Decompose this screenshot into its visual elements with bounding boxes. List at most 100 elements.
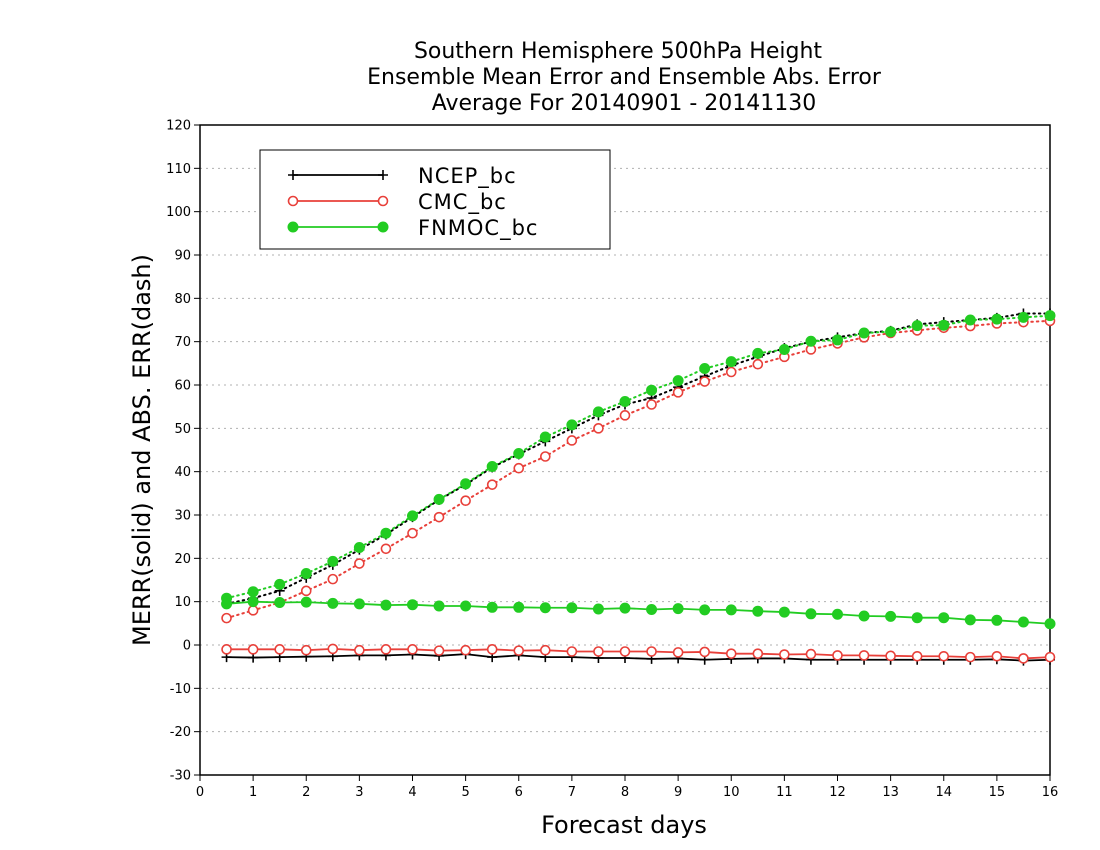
series-cmc-bc-mean-error-point bbox=[1044, 651, 1056, 663]
series-fnmoc-bc-abs-error-point bbox=[513, 447, 525, 459]
legend-item-fnmoc-bc: FNMOC_bc bbox=[287, 216, 538, 241]
chart-title-line-1: Southern Hemisphere 500hPa Height bbox=[414, 39, 822, 64]
series-fnmoc-bc-abs-error-point bbox=[832, 334, 843, 346]
series-cmc-bc-abs-error-point bbox=[725, 366, 737, 378]
x-tick-label: 16 bbox=[1042, 785, 1059, 800]
series-fnmoc-bc-mean-error-point bbox=[247, 596, 259, 608]
series-cmc-bc-abs-error-point bbox=[433, 511, 445, 523]
series-cmc-bc-mean-error-point bbox=[938, 650, 950, 662]
series-cmc-bc-mean-error-point bbox=[1018, 653, 1029, 664]
series-fnmoc-bc-mean-error-point bbox=[407, 599, 418, 611]
series-cmc-bc-mean-error-point bbox=[433, 645, 445, 656]
series-cmc-bc-abs-error-point bbox=[619, 410, 631, 421]
series-ncep-bc-abs-error-line bbox=[225, 312, 1051, 605]
legend-label: CMC_bc bbox=[418, 190, 507, 215]
x-tick-label: 7 bbox=[568, 785, 576, 800]
series-cmc-bc-mean-error-point bbox=[327, 643, 339, 655]
series-cmc-bc-mean-error-point bbox=[965, 651, 976, 663]
x-axis-ticks: 0 1 2 3 4 5 6 7 8 9 10 11 12 13 14 15 16 bbox=[196, 775, 1058, 800]
series-fnmoc-bc-abs-error-point bbox=[885, 326, 897, 338]
series-cmc-bc-abs-error-point bbox=[540, 451, 551, 462]
series-cmc-bc-mean-error-point bbox=[380, 644, 392, 655]
series-cmc-bc-mean-error-point bbox=[593, 646, 604, 657]
legend-marker bbox=[377, 195, 389, 207]
series-fnmoc-bc-mean-error-point bbox=[832, 608, 843, 620]
y-tick-label: 20 bbox=[174, 552, 191, 567]
y-tick-label: 60 bbox=[174, 379, 191, 394]
series-cmc-bc-abs-error-point bbox=[593, 423, 604, 434]
y-tick-label: 50 bbox=[174, 422, 191, 437]
series-fnmoc-bc-abs-error-point bbox=[274, 578, 286, 590]
series-fnmoc-bc-abs-error-point bbox=[486, 460, 498, 472]
x-tick-label: 13 bbox=[882, 785, 899, 800]
series-cmc-bc-abs-error-point bbox=[672, 387, 684, 398]
series-cmc-bc-mean-error-point bbox=[460, 644, 471, 656]
series-cmc-bc-mean-error-line bbox=[226, 647, 1051, 660]
series-fnmoc-bc-abs-error-point bbox=[407, 510, 418, 522]
x-tick-label: 10 bbox=[723, 785, 740, 800]
y-tick-label: -20 bbox=[170, 725, 191, 740]
series-fnmoc-bc-mean-error-point bbox=[1017, 616, 1029, 628]
series-fnmoc-bc-abs-error-point bbox=[433, 493, 445, 505]
series-fnmoc-bc-mean-error-point bbox=[911, 612, 923, 624]
series-fnmoc-bc-mean-error-point bbox=[460, 600, 472, 612]
y-axis-label: MERR(solid) and ABS. ERR(dash) bbox=[128, 254, 156, 646]
series-fnmoc-bc-abs-error-point bbox=[460, 478, 472, 490]
series-cmc-bc-abs-error-point bbox=[699, 376, 710, 387]
series-fnmoc-bc-mean-error-point bbox=[513, 601, 525, 613]
series-cmc-bc-abs-error-point bbox=[460, 495, 471, 507]
series-fnmoc-bc-mean-error-point bbox=[858, 610, 870, 622]
x-tick-label: 11 bbox=[776, 785, 793, 800]
legend-marker bbox=[378, 170, 388, 180]
series-cmc-bc-abs-error-point bbox=[486, 479, 498, 490]
series-fnmoc-bc-abs-error-point bbox=[964, 314, 976, 326]
series-cmc-bc-abs-error-point bbox=[513, 462, 525, 474]
series-fnmoc-bc-abs-error-point bbox=[991, 313, 1003, 325]
y-tick-label: -10 bbox=[170, 682, 191, 697]
legend-label: FNMOC_bc bbox=[418, 216, 538, 241]
series-fnmoc-bc-abs-error-point bbox=[911, 320, 923, 332]
series-fnmoc-bc-mean-error-point bbox=[885, 610, 897, 622]
series-cmc-bc-abs-error-point bbox=[646, 399, 657, 410]
y-tick-label: 40 bbox=[174, 465, 191, 480]
series-fnmoc-bc-mean-error-point bbox=[353, 598, 365, 610]
series-cmc-bc-mean-error-point bbox=[646, 646, 657, 657]
series-cmc-bc-mean-error-point bbox=[991, 650, 1003, 662]
series-cmc-bc-mean-error-point bbox=[274, 644, 285, 655]
legend-marker bbox=[287, 221, 299, 233]
series-fnmoc-bc-mean-error-point bbox=[752, 605, 764, 617]
series-cmc-bc-mean-error-point bbox=[486, 644, 498, 655]
series-fnmoc-bc-abs-error-point bbox=[778, 343, 790, 355]
series-cmc-bc-mean-error-point bbox=[540, 644, 551, 656]
series-cmc-bc-mean-error-point bbox=[407, 644, 418, 655]
x-axis-label: Forecast days bbox=[541, 811, 707, 839]
chart-title-line-2: Ensemble Mean Error and Ensemble Abs. Er… bbox=[367, 65, 882, 90]
series-fnmoc-bc-mean-error-point bbox=[725, 604, 737, 616]
series-fnmoc-bc-abs-error-point bbox=[752, 347, 764, 359]
series-fnmoc-bc-mean-error-point bbox=[539, 602, 551, 614]
series-cmc-bc-mean-error-point bbox=[354, 644, 365, 656]
series-fnmoc-bc-abs-error-point bbox=[380, 527, 392, 539]
series-fnmoc-bc-mean-error-point bbox=[327, 597, 339, 609]
x-tick-label: 0 bbox=[196, 785, 204, 800]
series-fnmoc-bc-abs-error-point bbox=[858, 327, 870, 339]
series-cmc-bc-abs-error-point bbox=[247, 605, 259, 616]
series-fnmoc-bc-abs-error-point bbox=[699, 363, 711, 375]
series-cmc-bc-abs-error-point bbox=[354, 558, 365, 569]
gridlines bbox=[200, 167, 1050, 733]
series-fnmoc-bc-mean-error-point bbox=[646, 603, 658, 615]
series-cmc-bc-abs-error-point bbox=[407, 527, 418, 539]
x-tick-label: 2 bbox=[302, 785, 310, 800]
series-cmc-bc-mean-error-point bbox=[832, 650, 843, 661]
series-ncep-bc-mean-error-line bbox=[226, 653, 1051, 662]
series-fnmoc-bc-abs-error-point bbox=[353, 542, 365, 553]
series-cmc-bc-abs-error-point bbox=[327, 573, 339, 585]
series-fnmoc-bc-abs-error-point bbox=[1044, 310, 1056, 322]
legend-item-ncep-bc: NCEP_bc bbox=[288, 164, 516, 189]
x-tick-label: 12 bbox=[829, 785, 846, 800]
series-fnmoc-bc-abs-error-point bbox=[619, 395, 631, 407]
series-cmc-bc-abs-error-point bbox=[300, 585, 312, 597]
series-cmc-bc-abs-error-point bbox=[380, 543, 392, 555]
